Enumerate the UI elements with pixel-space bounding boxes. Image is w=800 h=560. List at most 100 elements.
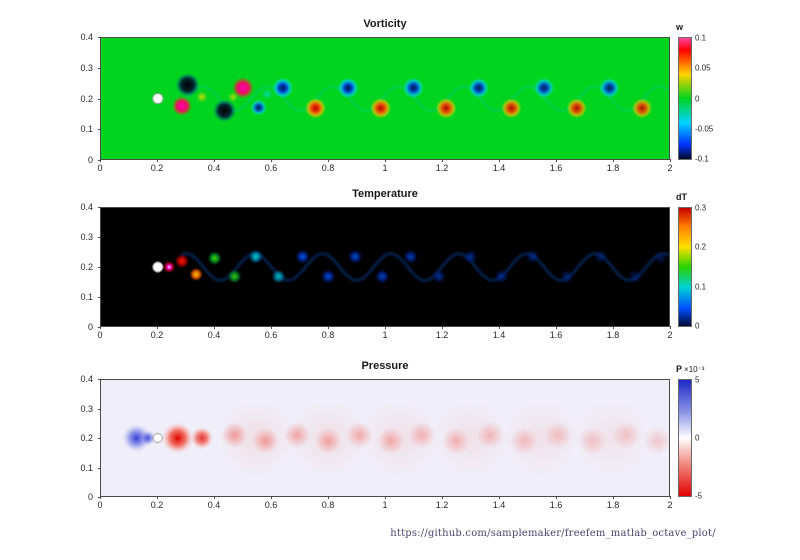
x-tick-label: 0 xyxy=(97,330,103,340)
y-tick-mark xyxy=(98,408,101,410)
x-tick-mark xyxy=(556,496,557,499)
plot-title: Temperature xyxy=(352,188,418,200)
x-tick-label: 0 xyxy=(97,500,103,510)
x-tick-mark xyxy=(214,159,215,162)
y-tick-label: 0.3 xyxy=(80,403,93,414)
y-tick-label: 0 xyxy=(87,492,93,502)
y-tick-mark xyxy=(98,438,101,439)
y-tick-label: 0.1 xyxy=(80,292,93,302)
y-tick-mark xyxy=(98,129,101,131)
colorbar-label: P ×10⁻³ xyxy=(676,364,704,374)
x-tick-label: 2 xyxy=(667,330,673,340)
y-tick-mark xyxy=(98,37,101,38)
x-tick-mark xyxy=(214,326,215,329)
colorbar-gradient xyxy=(679,208,691,326)
x-tick-mark xyxy=(613,496,614,499)
y-tick-label: 0.4 xyxy=(80,202,93,212)
x-tick-mark xyxy=(442,326,443,329)
x-tick-mark xyxy=(670,159,671,162)
x-tick-label: 0.4 xyxy=(207,500,221,510)
y-tick-label: 0 xyxy=(87,322,93,332)
x-tick-mark xyxy=(670,496,671,499)
x-tick-mark xyxy=(271,326,272,329)
x-tick-mark xyxy=(385,326,386,329)
colorbar-ticks: 0.3 0.2 0.1 0 xyxy=(691,204,725,331)
x-tick-mark xyxy=(442,496,443,499)
x-tick-label: 1.2 xyxy=(435,500,449,510)
x-tick-label: 1.6 xyxy=(549,500,563,510)
x-tick-mark xyxy=(157,159,158,162)
y-tick-label: 0.3 xyxy=(80,62,93,73)
x-tick-mark xyxy=(442,159,443,162)
y-tick-label: 0.2 xyxy=(80,433,93,443)
colorbar-tick-label: 0.3 xyxy=(695,203,707,213)
colorbar-tick-label: 0.1 xyxy=(695,282,707,292)
y-tick-label: 0.1 xyxy=(80,124,93,135)
colorbar: 0.3 0.2 0.1 0 xyxy=(678,204,706,331)
x-tick-label: 2 xyxy=(667,500,673,510)
colorbar-tick-label: -0.1 xyxy=(695,154,709,164)
colorbar-tick-label: 0.2 xyxy=(695,242,707,252)
x-tick-mark xyxy=(328,326,329,329)
y-tick-mark xyxy=(98,297,101,298)
y-tick-mark xyxy=(98,207,101,208)
x-tick-label: 0.6 xyxy=(264,163,278,173)
x-tick-label: 1.4 xyxy=(492,330,506,340)
colorbar-label: w xyxy=(676,22,685,32)
y-tick-label: 0.2 xyxy=(80,262,93,272)
x-tick-mark xyxy=(556,326,557,329)
y-tick-label: 0.1 xyxy=(80,462,93,473)
y-tick-label: 0 xyxy=(87,155,93,165)
colorbar-tick-label: 0 xyxy=(695,94,700,103)
colorbar-label-text: dT xyxy=(676,192,687,202)
x-tick-mark xyxy=(670,326,671,329)
x-axis: 0 0.2 0.4 0.6 0.8 1 1.2 1.4 1.6 1.8 2 xyxy=(97,159,673,175)
y-tick-label: 0.4 xyxy=(80,374,93,384)
colorbar-tick-label: 0.05 xyxy=(695,63,711,73)
x-tick-label: 0.6 xyxy=(264,500,278,510)
x-tick-mark xyxy=(499,159,500,162)
colorbar-gradient xyxy=(679,380,691,496)
y-tick-mark xyxy=(98,267,101,268)
colorbar-label-text: P xyxy=(676,364,683,374)
x-tick-label: 1.2 xyxy=(435,163,449,173)
x-tick-label: 1.4 xyxy=(492,500,506,510)
colorbar-tick-label: 0 xyxy=(695,433,700,443)
x-tick-mark xyxy=(499,326,500,329)
y-tick-mark xyxy=(98,67,101,69)
x-tick-label: 1 xyxy=(382,330,388,340)
x-tick-label: 0.4 xyxy=(207,330,221,340)
y-axis: 0 0.1 0.2 0.3 0.4 xyxy=(57,32,101,165)
colorbar-tick-label: 0.1 xyxy=(695,33,707,43)
x-tick-mark xyxy=(613,159,614,162)
temperature-heatmap-canvas xyxy=(101,208,669,326)
x-tick-label: 0.8 xyxy=(321,163,335,173)
y-axis: 0 0.1 0.2 0.3 0.4 xyxy=(57,374,101,502)
colorbar-ticks: 0.1 0.05 0 -0.05 -0.1 xyxy=(691,34,725,164)
y-tick-mark xyxy=(98,379,101,380)
x-tick-label: 0.4 xyxy=(207,163,221,173)
colorbar-tick-label: -0.05 xyxy=(695,124,714,134)
colorbar-label: dT xyxy=(676,192,689,202)
y-tick-mark xyxy=(98,160,101,161)
x-tick-label: 0.2 xyxy=(150,500,164,510)
y-tick-mark xyxy=(98,237,101,238)
x-tick-label: 0.6 xyxy=(264,330,278,340)
vorticity-heatmap-canvas xyxy=(101,38,669,159)
plot-area-temperature: 0 0.2 0.4 0.6 0.8 1 1.2 1.4 1.6 1.8 2 0 0.1 0.2 0.3 0.… xyxy=(80,202,672,340)
x-tick-label: 1.8 xyxy=(606,163,620,173)
plot-area-vorticity: 0 0.2 0.4 0.6 0.8 1 1.2 1.4 1.6 1.8 2 0 0.1 0.2 0.3 0.… xyxy=(80,32,672,173)
x-tick-label: 1.6 xyxy=(549,163,563,173)
colorbar-multiplier: ×10⁻³ xyxy=(684,365,705,374)
x-tick-label: 1.8 xyxy=(606,500,620,510)
x-tick-mark xyxy=(214,496,215,499)
y-tick-mark xyxy=(98,98,101,100)
x-tick-label: 0.8 xyxy=(321,330,335,340)
x-tick-mark xyxy=(271,496,272,499)
colorbar-tick-label: 0 xyxy=(695,321,700,331)
y-tick-label: 0.3 xyxy=(80,232,93,242)
